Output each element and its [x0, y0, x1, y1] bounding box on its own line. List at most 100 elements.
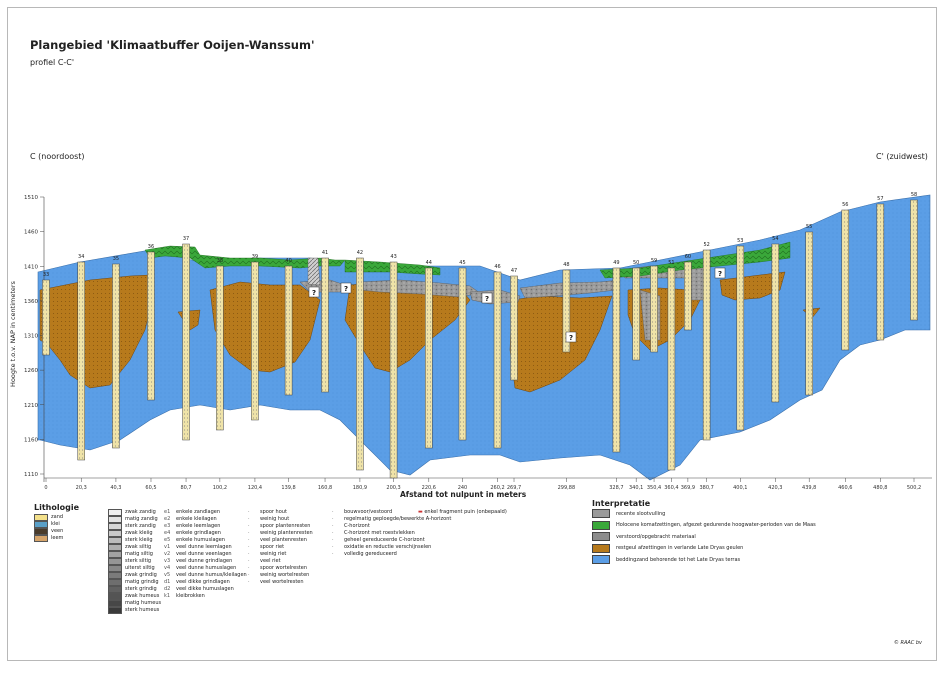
borehole-number: 41: [322, 250, 328, 256]
lithology-find-item: ▬ enkel fragment puin (onbepaald): [418, 509, 507, 515]
legend-swatch: [108, 607, 122, 614]
lithology-modifier-item: zwak kleiig: [108, 530, 161, 537]
lithology-remnant-item: · veel riet: [248, 558, 313, 565]
x-axis-tick-label: 260,2: [490, 485, 504, 491]
legend-label: sterk grindig: [125, 586, 157, 593]
borehole-number: 40: [285, 258, 291, 264]
y-axis-tick-label: 1510: [24, 195, 38, 201]
lithology-admixture-item: d2 veel dikke humuslagen: [164, 586, 247, 593]
lithology-soil-item: · C-horizont: [332, 523, 451, 530]
legend-symbol: ·: [248, 551, 250, 558]
legend-swatch: [108, 600, 122, 607]
legend-swatch: [108, 509, 122, 516]
interpretation-swatch: [592, 520, 610, 530]
lithology-modifier-item: zwak siltig: [108, 544, 161, 551]
interpretation-item: recente slootvulling: [592, 508, 816, 520]
x-axis-tick-label: 120,4: [248, 485, 262, 491]
interpretation-item: Holocene komafzettingen, afgezet geduren…: [592, 520, 816, 532]
lithology-remnant-item: · spoor wortelresten: [248, 565, 313, 572]
lithology-remnant-item: · spoor riet: [248, 544, 313, 551]
interpretation-swatch: [592, 555, 610, 565]
y-axis-tick-label: 1360: [24, 299, 38, 305]
legend-label: uiterst siltig: [125, 565, 155, 572]
legend-swatch: [34, 535, 48, 542]
legend-label: weinig plantenresten: [260, 530, 313, 537]
lithology-modifier-item: sterk kleiig: [108, 537, 161, 544]
legend-symbol: ·: [332, 523, 334, 530]
question-box: [481, 292, 493, 304]
question-mark: ?: [569, 334, 573, 342]
x-axis-tick-label: 400,1: [733, 485, 747, 491]
lithology-remnant-item: · weinig plantenresten: [248, 530, 313, 537]
y-axis-tick-label: 1110: [24, 472, 38, 478]
legend-symbol: ·: [248, 537, 250, 544]
legend-swatch: [108, 530, 122, 537]
legend-swatch: [108, 544, 122, 551]
y-axis-tick-label: 1310: [24, 334, 38, 340]
lithology-remnant-item: · spoor plantenresten: [248, 523, 313, 530]
lithology-admixture-item: v1 veel dunne leemlagen: [164, 544, 247, 551]
borehole-core: [458, 267, 467, 441]
borehole-core: [510, 275, 518, 381]
verstoord-layer-7: [689, 263, 706, 301]
borehole-number: 47: [511, 268, 517, 274]
legend-swatch: [108, 558, 122, 565]
legend-symbol: e1: [164, 509, 171, 516]
interpretation-swatch: [592, 532, 610, 542]
page-title: Plangebied 'Klimaatbuffer Ooijen-Wanssum…: [30, 38, 315, 52]
legend-symbol: ·: [248, 530, 250, 537]
question-box: [565, 331, 577, 343]
legend-label: sterk kleiig: [125, 537, 153, 544]
legend-symbol: e4: [164, 530, 171, 537]
x-axis-tick-label: 0: [44, 485, 47, 491]
borehole-number: 60: [685, 254, 691, 260]
y-axis-tick-label: 1160: [24, 437, 38, 443]
interpretation-item: verstoord/opgebracht materiaal: [592, 531, 816, 543]
x-axis-tick-label: 420,3: [768, 485, 782, 491]
legend-label: veel riet: [260, 558, 281, 565]
lithology-admixture-item: k1 kleibrokken: [164, 593, 247, 600]
y-axis-tick-label: 1210: [24, 403, 38, 409]
borehole-number: 58: [911, 192, 917, 198]
legend-symbol: ·: [332, 544, 334, 551]
page-frame: [7, 7, 937, 661]
borehole-core: [182, 243, 190, 441]
legend-swatch: [108, 572, 122, 579]
holocene-layer-1: [144, 245, 346, 269]
restgeul-layer-7: [719, 271, 786, 301]
legend-symbol: ·: [248, 558, 250, 565]
restgeul-layer-3: [209, 281, 321, 373]
lithology-modifier-item: sterk grindig: [108, 586, 161, 593]
lithology-admixture-item: v5 veel dunne humus/kleilagen: [164, 572, 247, 579]
legend-swatch: [108, 579, 122, 586]
borehole-core: [612, 267, 621, 453]
lithology-admixture-item: v2 veel dunne veenlagen: [164, 551, 247, 558]
legend-label: spoor riet: [260, 544, 285, 551]
question-mark: ?: [718, 270, 722, 278]
legend-label: enkele kleilagen: [176, 516, 217, 523]
legend-label: zwak siltig: [125, 544, 152, 551]
lithology-admixture-item: v3 veel dunne grindlagen: [164, 558, 247, 565]
legend-symbol: e5: [164, 537, 171, 544]
legend-label: spoor hout: [260, 509, 287, 516]
lithology-soil-item: · volledig gereduceerd: [332, 551, 451, 558]
legend-symbol: v5: [164, 572, 171, 579]
question-mark: ?: [344, 285, 348, 293]
lithology-modifier-item: uiterst siltig: [108, 565, 161, 572]
legend-swatch: [108, 593, 122, 600]
borehole-number: 38: [217, 258, 223, 264]
legend-swatch: [34, 514, 48, 521]
lithology-admixture-item: e5 enkele humuslagen: [164, 537, 247, 544]
legend-label: veel dunne grindlagen: [176, 558, 233, 565]
borehole-number: 46: [494, 264, 500, 270]
interpretation-label: beddingzand behorende tot het Late Dryas…: [616, 556, 741, 563]
x-axis-tick-label: 360,4: [664, 485, 678, 491]
x-axis-tick-label: 340,1: [629, 485, 643, 491]
x-axis-tick-label: 100,2: [213, 485, 227, 491]
legend-label: veel dunne veenlagen: [176, 551, 232, 558]
legend-label: spoor plantenresten: [260, 523, 311, 530]
profile-end-label: C' (zuidwest): [876, 152, 928, 161]
legend-label: enkele zandlagen: [176, 509, 220, 516]
legend-label: sterk humeus: [125, 607, 160, 614]
legend-swatch: [108, 516, 122, 523]
